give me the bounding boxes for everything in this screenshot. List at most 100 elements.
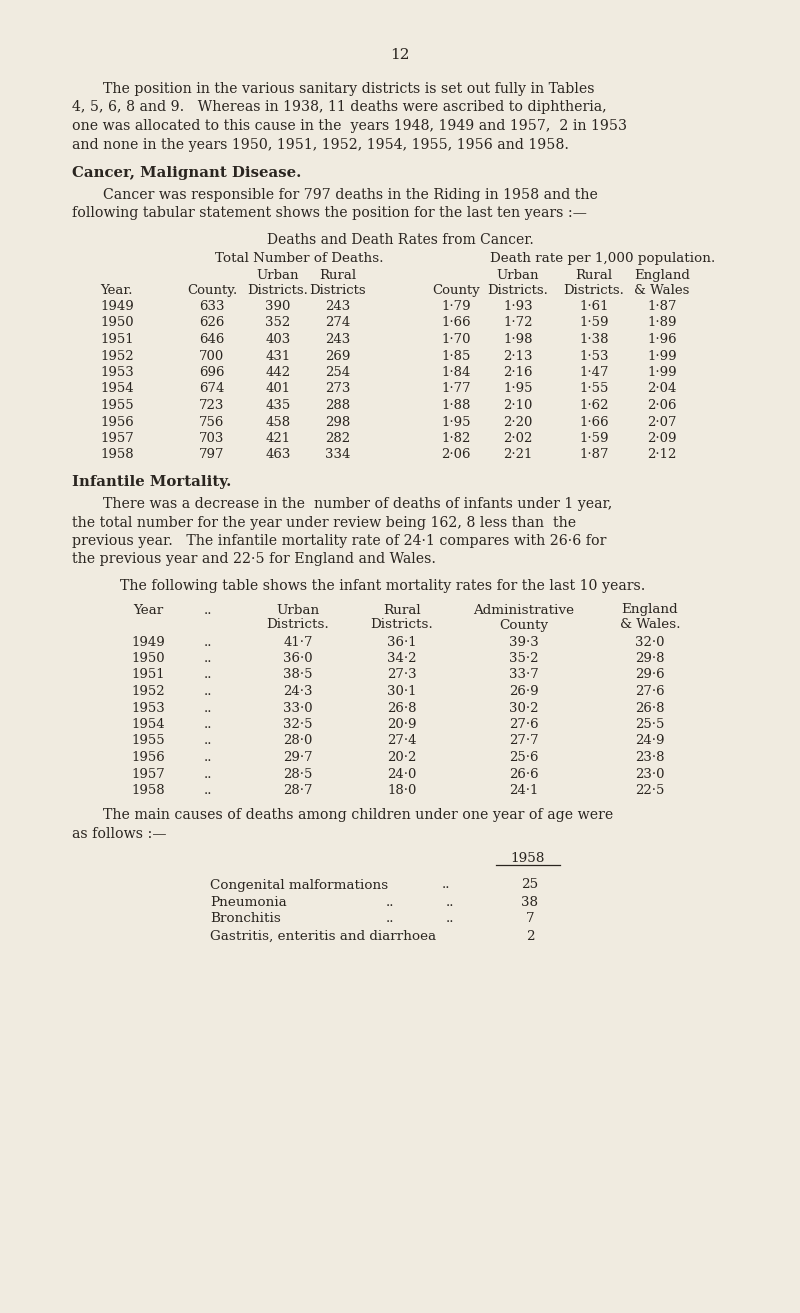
Text: 24·9: 24·9 (635, 734, 665, 747)
Text: 30·1: 30·1 (387, 685, 417, 699)
Text: 24·0: 24·0 (387, 768, 417, 780)
Text: 22·5: 22·5 (635, 784, 665, 797)
Text: 756: 756 (199, 415, 225, 428)
Text: 23·0: 23·0 (635, 768, 665, 780)
Text: 26·8: 26·8 (387, 701, 417, 714)
Text: Deaths and Death Rates from Cancer.: Deaths and Death Rates from Cancer. (266, 232, 534, 247)
Text: Administrative: Administrative (474, 604, 574, 617)
Text: 1·66: 1·66 (579, 415, 609, 428)
Text: 797: 797 (199, 449, 225, 461)
Text: ..: .. (446, 913, 454, 926)
Text: 1·85: 1·85 (442, 349, 470, 362)
Text: 298: 298 (326, 415, 350, 428)
Text: Pneumonia: Pneumonia (210, 895, 286, 909)
Text: 20·2: 20·2 (387, 751, 417, 764)
Text: 1954: 1954 (100, 382, 134, 395)
Text: 2·10: 2·10 (503, 399, 533, 412)
Text: 274: 274 (326, 316, 350, 330)
Text: The following table shows the infant mortality rates for the last 10 years.: The following table shows the infant mor… (120, 579, 646, 593)
Text: 435: 435 (266, 399, 290, 412)
Text: 24·3: 24·3 (283, 685, 313, 699)
Text: 18·0: 18·0 (387, 784, 417, 797)
Text: Rural: Rural (575, 269, 613, 282)
Text: 7: 7 (526, 913, 534, 926)
Text: & Wales: & Wales (634, 284, 690, 297)
Text: 29·7: 29·7 (283, 751, 313, 764)
Text: ..: .. (386, 895, 394, 909)
Text: 2·09: 2·09 (647, 432, 677, 445)
Text: 1·87: 1·87 (647, 299, 677, 312)
Text: 1957: 1957 (131, 768, 165, 780)
Text: 1954: 1954 (131, 718, 165, 731)
Text: 32·0: 32·0 (635, 635, 665, 649)
Text: and none in the years 1950, 1951, 1952, 1954, 1955, 1956 and 1958.: and none in the years 1950, 1951, 1952, … (72, 138, 569, 151)
Text: 243: 243 (326, 299, 350, 312)
Text: 254: 254 (326, 366, 350, 379)
Text: 24·1: 24·1 (510, 784, 538, 797)
Text: 25·5: 25·5 (635, 718, 665, 731)
Text: England: England (622, 604, 678, 617)
Text: 1·87: 1·87 (579, 449, 609, 461)
Text: Year: Year (133, 604, 163, 617)
Text: 1·38: 1·38 (579, 334, 609, 347)
Text: 20·9: 20·9 (387, 718, 417, 731)
Text: 674: 674 (199, 382, 225, 395)
Text: Districts.: Districts. (487, 284, 549, 297)
Text: 27·7: 27·7 (509, 734, 539, 747)
Text: 273: 273 (326, 382, 350, 395)
Text: Congenital malformations: Congenital malformations (210, 878, 388, 892)
Text: 2·16: 2·16 (503, 366, 533, 379)
Text: 1950: 1950 (131, 653, 165, 664)
Text: 442: 442 (266, 366, 290, 379)
Text: Urban: Urban (497, 269, 539, 282)
Text: 1·55: 1·55 (579, 382, 609, 395)
Text: 1·47: 1·47 (579, 366, 609, 379)
Text: 1·89: 1·89 (647, 316, 677, 330)
Text: 38·5: 38·5 (283, 668, 313, 681)
Text: 1·96: 1·96 (647, 334, 677, 347)
Text: 1953: 1953 (131, 701, 165, 714)
Text: Districts.: Districts. (563, 284, 625, 297)
Text: ..: .. (204, 635, 212, 649)
Text: 33·0: 33·0 (283, 701, 313, 714)
Text: County: County (432, 284, 480, 297)
Text: 1951: 1951 (131, 668, 165, 681)
Text: 1·70: 1·70 (442, 334, 470, 347)
Text: 12: 12 (390, 49, 410, 62)
Text: 27·6: 27·6 (635, 685, 665, 699)
Text: previous year.   The infantile mortality rate of 24·1 compares with 26·6 for: previous year. The infantile mortality r… (72, 534, 606, 548)
Text: the total number for the year under review being 162, 8 less than  the: the total number for the year under revi… (72, 516, 576, 529)
Text: 25·6: 25·6 (510, 751, 538, 764)
Text: ..: .. (442, 878, 450, 892)
Text: 352: 352 (266, 316, 290, 330)
Text: Infantile Mortality.: Infantile Mortality. (72, 475, 231, 488)
Text: 30·2: 30·2 (510, 701, 538, 714)
Text: ..: .. (204, 768, 212, 780)
Text: 1·72: 1·72 (503, 316, 533, 330)
Text: 1949: 1949 (100, 299, 134, 312)
Text: one was allocated to this cause in the  years 1948, 1949 and 1957,  2 in 1953: one was allocated to this cause in the y… (72, 119, 627, 133)
Text: 26·8: 26·8 (635, 701, 665, 714)
Text: ..: .. (446, 895, 454, 909)
Text: 41·7: 41·7 (283, 635, 313, 649)
Text: 2·12: 2·12 (647, 449, 677, 461)
Text: as follows :—: as follows :— (72, 827, 166, 842)
Text: 1·88: 1·88 (442, 399, 470, 412)
Text: 2·04: 2·04 (647, 382, 677, 395)
Text: 723: 723 (199, 399, 225, 412)
Text: 1·95: 1·95 (442, 415, 470, 428)
Text: 1·98: 1·98 (503, 334, 533, 347)
Text: 2·21: 2·21 (503, 449, 533, 461)
Text: 1·53: 1·53 (579, 349, 609, 362)
Text: 243: 243 (326, 334, 350, 347)
Text: 1·59: 1·59 (579, 316, 609, 330)
Text: 1955: 1955 (131, 734, 165, 747)
Text: 2·06: 2·06 (442, 449, 470, 461)
Text: There was a decrease in the  number of deaths of infants under 1 year,: There was a decrease in the number of de… (103, 498, 612, 511)
Text: 269: 269 (326, 349, 350, 362)
Text: & Wales.: & Wales. (620, 618, 680, 632)
Text: 2·02: 2·02 (503, 432, 533, 445)
Text: 1·59: 1·59 (579, 432, 609, 445)
Text: Rural: Rural (383, 604, 421, 617)
Text: following tabular statement shows the position for the last ten years :—: following tabular statement shows the po… (72, 206, 587, 221)
